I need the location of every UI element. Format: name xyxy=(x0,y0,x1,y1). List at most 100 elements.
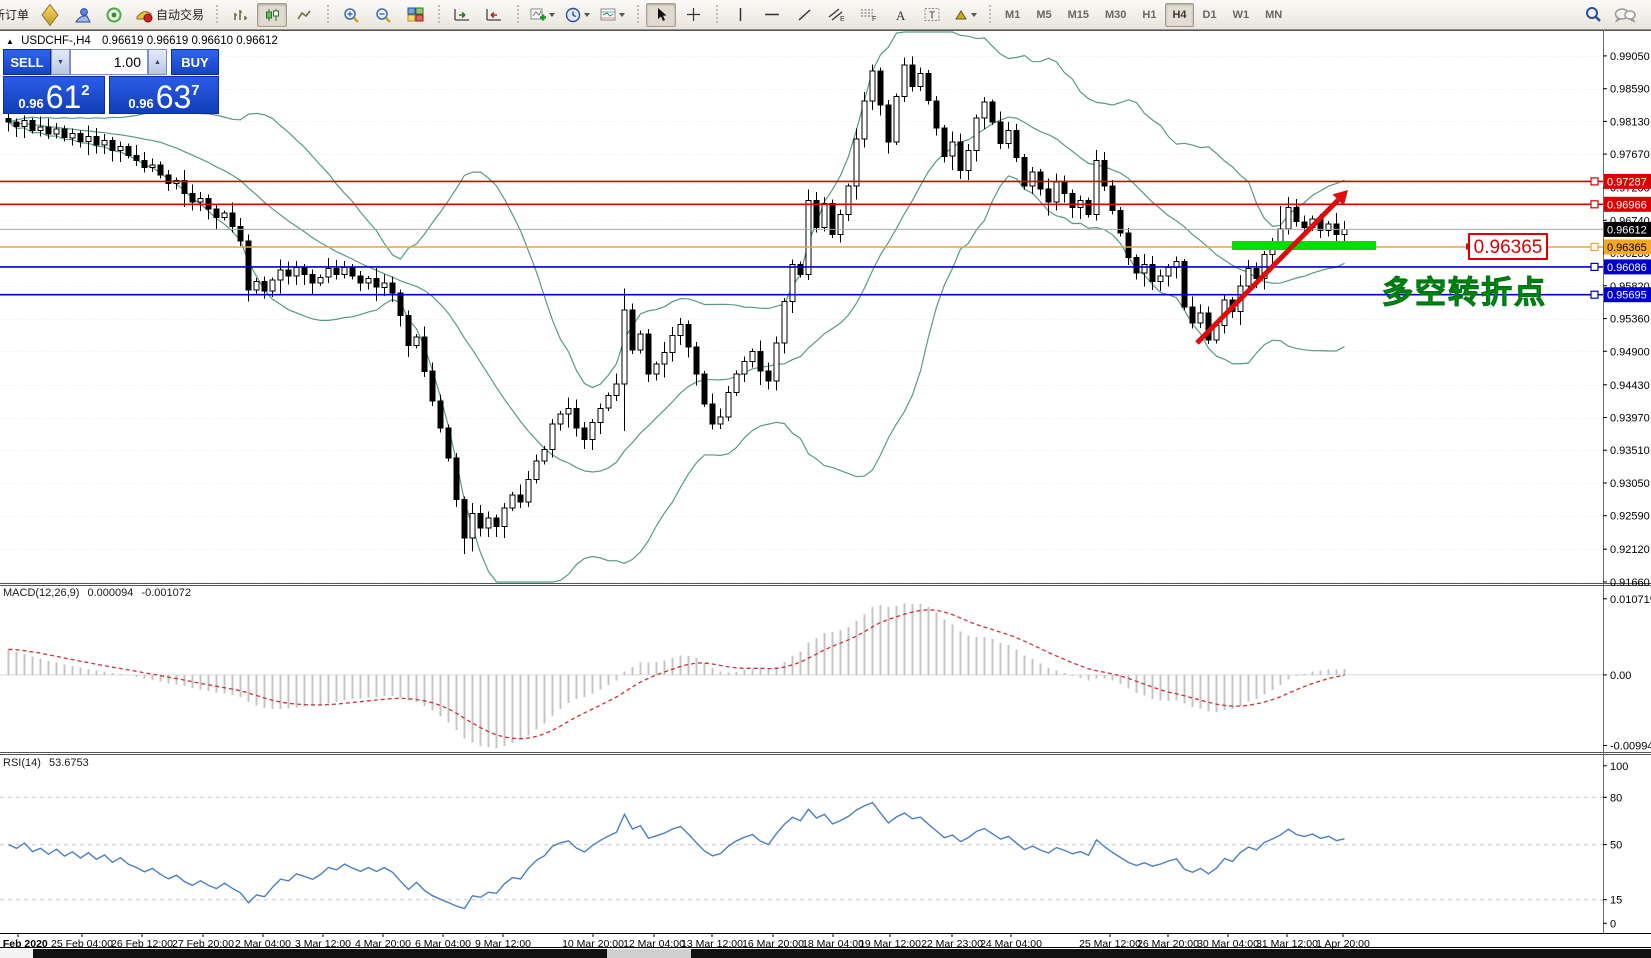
equidistant-channel-tool[interactable]: E xyxy=(821,3,851,27)
profile-icon xyxy=(75,7,91,22)
chart-shift-button[interactable] xyxy=(479,3,509,27)
sell-button[interactable]: SELL xyxy=(3,49,51,75)
signals-icon-button[interactable] xyxy=(99,3,129,27)
new-order-button[interactable]: 新订单 xyxy=(0,3,33,27)
svg-text:30 Mar 04:00: 30 Mar 04:00 xyxy=(1197,938,1259,950)
dropdown-caret-icon xyxy=(584,12,591,17)
new-order-label: 新订单 xyxy=(0,8,30,22)
bottom-strip-segment xyxy=(607,949,691,958)
price-callout[interactable]: 0.96365 xyxy=(1466,233,1548,260)
collapse-panel-icon[interactable]: ▲ xyxy=(6,37,14,46)
bollinger-bands xyxy=(8,31,1345,583)
svg-text:15: 15 xyxy=(1610,895,1622,907)
cursor-tool-button[interactable] xyxy=(646,2,677,27)
candlestick-mode-button[interactable] xyxy=(257,2,288,27)
line-chart-mode-button[interactable] xyxy=(289,3,319,27)
svg-text:25 Mar 12:00: 25 Mar 12:00 xyxy=(1079,938,1141,950)
svg-text:10 Mar 20:00: 10 Mar 20:00 xyxy=(562,938,624,950)
zoom-in-button[interactable] xyxy=(336,3,366,27)
indicators-button[interactable] xyxy=(526,3,559,27)
macd-signal-line xyxy=(8,609,1345,740)
buy-button[interactable]: BUY xyxy=(171,49,219,75)
bottom-strip-segment xyxy=(0,949,33,958)
svg-text:22 Mar 23:00: 22 Mar 23:00 xyxy=(921,938,983,950)
svg-text:0.96365: 0.96365 xyxy=(1607,242,1647,254)
tile-windows-icon xyxy=(407,7,424,22)
volume-increase-button[interactable]: ▲ xyxy=(148,49,167,75)
zoom-out-button[interactable] xyxy=(368,3,398,27)
level-line-0.97287[interactable] xyxy=(0,177,1603,186)
trend-arrow[interactable] xyxy=(1195,190,1348,345)
support-zone-rect[interactable] xyxy=(1232,241,1376,250)
zoom-out-icon xyxy=(376,7,391,23)
timeframe-H1[interactable]: H1 xyxy=(1142,8,1157,21)
timeframe-M1[interactable]: M1 xyxy=(1005,8,1021,21)
periods-button[interactable] xyxy=(561,3,594,27)
volume-input[interactable]: 1.00 xyxy=(70,49,148,75)
rsi-value: 53.6753 xyxy=(48,757,89,769)
timeframe-M5[interactable]: M5 xyxy=(1036,8,1052,21)
profiles-icon[interactable] xyxy=(67,3,97,27)
autotrading-button[interactable]: 自动交易 xyxy=(131,3,208,27)
svg-text:4 Mar 20:00: 4 Mar 20:00 xyxy=(355,938,411,950)
toolbar-grip xyxy=(325,4,333,25)
svg-text:25 Feb 04:00: 25 Feb 04:00 xyxy=(51,938,113,950)
price-axis[interactable]: 0.990500.985900.981300.976700.972000.967… xyxy=(1603,51,1651,589)
svg-text:26 Feb 12:00: 26 Feb 12:00 xyxy=(111,938,173,950)
trendline-tool[interactable] xyxy=(789,3,819,27)
pane-borders xyxy=(0,30,1651,948)
gold-diamond-icon xyxy=(41,3,59,26)
arrows-tool[interactable] xyxy=(949,3,981,27)
svg-text:19 Mar 12:00: 19 Mar 12:00 xyxy=(859,938,921,950)
volume-decrease-button[interactable]: ▼ xyxy=(51,49,70,75)
svg-text:0.96966: 0.96966 xyxy=(1607,199,1647,211)
sell-price-display[interactable]: 0.96 61 2 xyxy=(3,76,105,114)
axis-tag-0.96966: 0.96966 xyxy=(1604,196,1651,212)
svg-text:0.97670: 0.97670 xyxy=(1610,149,1650,161)
indicators-plus-icon xyxy=(530,8,547,21)
cn-annotation[interactable]: 多空转折点 xyxy=(1382,275,1547,311)
autotrading-label: 自动交易 xyxy=(156,8,205,22)
svg-text:16 Mar 20:00: 16 Mar 20:00 xyxy=(742,938,804,950)
fibonacci-tool[interactable]: F xyxy=(853,3,883,27)
tile-windows-button[interactable] xyxy=(400,3,430,27)
templates-button[interactable] xyxy=(596,3,629,27)
auto-scroll-icon xyxy=(454,9,470,21)
rsi-line xyxy=(8,801,1345,910)
svg-text:0.010719: 0.010719 xyxy=(1610,594,1651,606)
horizontal-line-tool[interactable] xyxy=(757,3,787,27)
svg-text:24 Mar 04:00: 24 Mar 04:00 xyxy=(980,938,1042,950)
chart-area[interactable]: 0.96365 多空转折点 0.99050 0.98590 0.98130 0.97670… xyxy=(0,30,1651,958)
auto-scroll-button[interactable] xyxy=(447,3,477,27)
buy-price-display[interactable]: 0.96 63 7 xyxy=(109,76,219,114)
svg-text:0.99050: 0.99050 xyxy=(1610,51,1650,63)
bar-chart-mode-button[interactable] xyxy=(225,3,255,27)
vertical-line-tool[interactable] xyxy=(725,3,755,27)
timeframe-D1[interactable]: D1 xyxy=(1202,8,1217,21)
timeframe-H4[interactable]: H4 xyxy=(1165,2,1194,27)
svg-text:0.00: 0.00 xyxy=(1610,670,1631,682)
svg-text:0.93510: 0.93510 xyxy=(1610,445,1650,457)
macd-indicator-label: MACD(12,26,9) 0.000094 -0.001072 xyxy=(3,587,196,599)
timeframe-M30[interactable]: M30 xyxy=(1105,8,1127,21)
crosshair-tool-button[interactable] xyxy=(678,3,708,27)
svg-text:0.96612: 0.96612 xyxy=(1607,224,1647,236)
svg-text:18 Mar 04:00: 18 Mar 04:00 xyxy=(802,938,864,950)
level-line-0.95695[interactable] xyxy=(0,290,1603,299)
text-label-tool[interactable]: T xyxy=(917,3,947,27)
fibonacci-icon: F xyxy=(860,9,876,22)
text-tool[interactable]: A xyxy=(885,3,915,27)
ohlc-values: 0.96619 0.96619 0.96610 0.96612 xyxy=(101,35,278,47)
svg-text:0.92590: 0.92590 xyxy=(1610,511,1650,523)
search-icon xyxy=(1586,7,1601,22)
chat-button[interactable] xyxy=(1610,3,1640,27)
timeframe-M15[interactable]: M15 xyxy=(1067,8,1089,21)
new-chart-icon[interactable] xyxy=(35,3,65,27)
search-button[interactable] xyxy=(1578,3,1608,27)
dropdown-caret-icon xyxy=(971,12,978,17)
level-line-0.96086[interactable] xyxy=(0,262,1603,271)
timeframe-W1[interactable]: W1 xyxy=(1232,8,1250,21)
dropdown-caret-icon xyxy=(619,12,626,17)
timeframe-MN[interactable]: MN xyxy=(1265,8,1283,21)
